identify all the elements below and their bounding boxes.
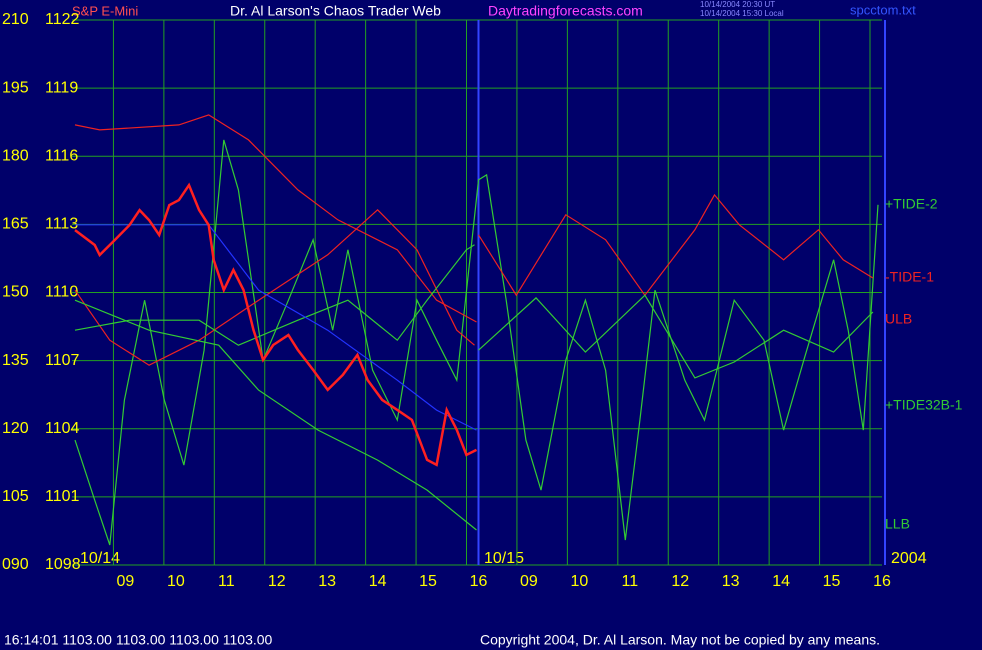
site: Daytradingforecasts.com [488, 3, 643, 19]
x-tick-label: 14 [772, 573, 790, 590]
copyright: Copyright 2004, Dr. Al Larson. May not b… [480, 632, 880, 648]
x-tick-label: 15 [419, 573, 437, 590]
y-tick-label: 165 [2, 216, 29, 233]
series-line [75, 224, 477, 431]
series-label: -TIDE-1 [885, 269, 934, 285]
y2-tick-label: 1122 [45, 11, 80, 28]
y-tick-label: 120 [2, 420, 29, 437]
y-tick-label: 195 [2, 79, 29, 96]
y2-tick-label: 1116 [45, 147, 78, 164]
series-label: LLB [885, 516, 910, 532]
series-line [74, 299, 477, 531]
x-tick-label: 12 [268, 573, 286, 590]
x-tick-label: 11 [622, 573, 639, 590]
y-tick-label: 105 [2, 488, 29, 505]
time-ut: 10/14/2004 20:30 UT [700, 0, 775, 9]
series-label: ULB [885, 311, 912, 327]
series-line [74, 182, 478, 467]
y2-tick-label: 1119 [45, 79, 78, 96]
y2-tick-label: 1110 [45, 284, 78, 301]
x-tick-label: 16 [470, 573, 488, 590]
y-tick-label: 090 [2, 556, 29, 573]
x-tick-label: 10 [570, 573, 588, 590]
x-tick-label: 15 [823, 573, 841, 590]
series-label: +TIDE32B-1 [885, 397, 963, 413]
y-tick-label: 135 [2, 352, 29, 369]
x-tick-label: 16 [873, 573, 891, 590]
x-tick-label: 10 [167, 573, 185, 590]
file-name: spcctom.txt [850, 2, 916, 17]
series-label: +TIDE-2 [885, 196, 938, 212]
y2-tick-label: 1098 [45, 556, 81, 573]
y2-tick-label: 1101 [45, 488, 80, 505]
y2-tick-label: 1107 [45, 352, 80, 369]
x-tick-label: 14 [369, 573, 387, 590]
x-tick-label: 09 [520, 573, 538, 590]
x-tick-label: 09 [117, 573, 135, 590]
x-tick-label: 13 [722, 573, 740, 590]
y-tick-label: 210 [2, 11, 29, 28]
date-label: 10/14 [80, 550, 120, 567]
y2-tick-label: 1104 [45, 420, 80, 437]
series-line [74, 139, 879, 546]
x-tick-label: 11 [218, 573, 235, 590]
series-line [74, 193, 874, 366]
status-line: 16:14:01 1103.00 1103.00 1103.00 1103.00 [4, 632, 273, 648]
year-label: 2004 [891, 550, 927, 567]
instrument: S&P E-Mini [72, 3, 138, 18]
time-local: 10/14/2004 15:30 Local [700, 9, 784, 18]
series-line [74, 114, 477, 323]
y2-tick-label: 1113 [45, 216, 78, 233]
x-tick-label: 12 [671, 573, 689, 590]
date-label: 10/15 [484, 550, 524, 567]
chart-title: Dr. Al Larson's Chaos Trader Web [230, 3, 441, 19]
y-tick-label: 180 [2, 147, 29, 164]
x-tick-label: 13 [318, 573, 336, 590]
series-line [74, 244, 874, 379]
y-tick-label: 150 [2, 284, 29, 301]
